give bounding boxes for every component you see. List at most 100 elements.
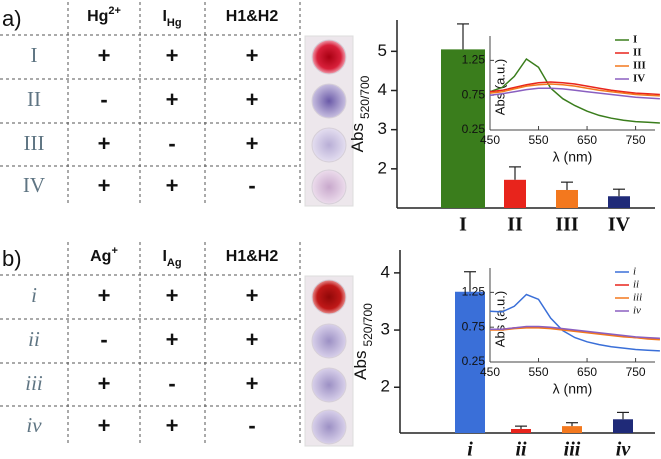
table-cell: + [246, 283, 259, 308]
table-cell: + [98, 131, 111, 156]
legend-label: IV [633, 73, 645, 85]
table-cell: + [98, 43, 111, 68]
y-label-sub: 520/700 [361, 303, 375, 347]
y-axis-label: Abs (a.u.) [492, 59, 507, 115]
x-tick-label: II [507, 214, 523, 236]
table-cell: + [98, 283, 111, 308]
table-cell: + [98, 413, 111, 438]
legend-label: iii [633, 292, 642, 304]
legend-label: ii [633, 279, 639, 291]
well [311, 409, 347, 445]
x-tick-label: 550 [529, 133, 549, 147]
y-tick-label: 0.75 [462, 87, 486, 101]
x-tick-label: ii [515, 439, 527, 459]
x-tick-label: III [555, 214, 579, 236]
bar [562, 426, 582, 433]
x-tick-label: iii [564, 439, 581, 459]
table-cell: + [246, 131, 259, 156]
table-cell: - [100, 327, 107, 352]
panel-label: b) [2, 246, 22, 271]
well [311, 169, 347, 205]
table-cell: - [100, 87, 107, 112]
x-tick-label: 450 [480, 365, 500, 379]
row-label: IV [23, 173, 45, 197]
table-cell: + [166, 283, 179, 308]
x-tick-label: 650 [577, 133, 597, 147]
header-text: I [162, 248, 166, 265]
column-header: H1&H2 [226, 248, 279, 265]
y-tick-label: 4 [381, 262, 390, 281]
table-cell: + [166, 413, 179, 438]
table-cell: + [166, 43, 179, 68]
x-tick-label: 550 [529, 365, 549, 379]
header-sup: + [111, 245, 117, 257]
well [311, 323, 347, 359]
legend-label: iv [633, 305, 641, 317]
x-tick-label: i [467, 439, 473, 459]
bar [504, 179, 526, 208]
x-tick-label: 750 [626, 133, 646, 147]
panel-label: a) [2, 6, 22, 31]
header-sub: Hg [167, 17, 182, 29]
y-label-text: Abs [351, 351, 370, 380]
header-sup: 2+ [108, 5, 121, 17]
x-tick-label: 650 [577, 365, 597, 379]
bar [441, 49, 485, 208]
row-label: iii [25, 371, 43, 395]
legend-label: I [633, 34, 637, 46]
header-text: Ag [90, 248, 111, 265]
table-cell: - [248, 413, 255, 438]
y-axis-label: Abs 520/700 [348, 75, 372, 152]
spectrum-line [489, 57, 660, 124]
spectrum-line [490, 325, 660, 340]
spectrum-line [489, 87, 660, 100]
row-label: i [31, 283, 37, 307]
y-tick-label: 2 [378, 158, 387, 177]
table-cell: + [246, 327, 259, 352]
y-tick-label: 1.25 [462, 53, 486, 67]
y-label-sub: 520/700 [358, 75, 372, 119]
legend-label: III [633, 60, 646, 72]
y-tick-label: 2 [381, 377, 390, 396]
bar [556, 189, 578, 208]
row-label: ii [28, 327, 40, 351]
x-tick-label: 750 [626, 365, 646, 379]
y-tick-label: 1.25 [462, 285, 486, 299]
well [311, 279, 347, 315]
well [311, 39, 347, 75]
column-header: H1&H2 [226, 8, 279, 25]
legend-label: II [633, 47, 642, 59]
table-cell: + [246, 371, 259, 396]
column-header: Ag+ [90, 245, 118, 265]
y-tick-label: 0.25 [462, 122, 486, 136]
spectrum-line [489, 83, 660, 97]
x-axis-label: λ (nm) [553, 381, 593, 397]
y-tick-label: 4 [378, 80, 387, 99]
header-text: I [162, 8, 166, 25]
bar [511, 428, 531, 433]
well [311, 83, 347, 119]
x-tick-label: 450 [480, 133, 500, 147]
legend-label: i [633, 266, 636, 278]
y-label-text: Abs [348, 123, 367, 152]
header-text: H1&H2 [226, 248, 279, 265]
x-tick-label: iv [616, 439, 632, 459]
column-header: IHg [162, 8, 181, 29]
x-tick-label: I [459, 214, 467, 236]
spectrum-line [489, 81, 660, 96]
bar [455, 291, 485, 433]
table-cell: - [168, 131, 175, 156]
x-axis-label: λ (nm) [553, 149, 593, 165]
y-tick-label: 0.25 [462, 354, 486, 368]
table-cell: + [246, 87, 259, 112]
x-tick-label: IV [608, 214, 631, 236]
spectrum-line [489, 293, 660, 352]
spectrum-line [490, 327, 660, 341]
column-header: Hg2+ [87, 5, 121, 25]
y-axis-label: Abs (a.u.) [492, 291, 507, 347]
table-cell: - [168, 371, 175, 396]
well [311, 127, 347, 163]
y-tick-label: 3 [381, 320, 390, 339]
y-axis-label: Abs 520/700 [351, 303, 375, 380]
table-cell: + [166, 327, 179, 352]
